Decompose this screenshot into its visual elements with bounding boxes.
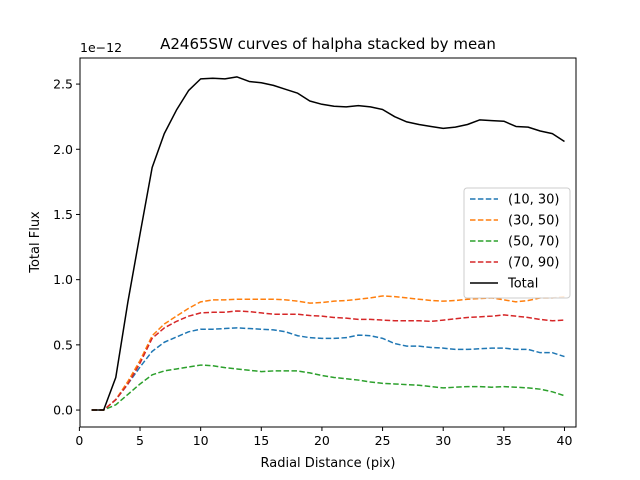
x-tick-label: 25: [375, 433, 391, 448]
x-tick-label: 20: [314, 433, 330, 448]
legend-label-4: Total: [507, 277, 538, 292]
x-tick-label: 15: [253, 433, 269, 448]
x-tick-label: 10: [193, 433, 209, 448]
legend-label-3: (70, 90): [508, 256, 560, 271]
x-axis: 0 5 10 15 20 25 30 35 40: [75, 427, 572, 448]
y-axis: 0.0 0.5 1.0 1.5 2.0 2.5: [53, 77, 80, 418]
y-tick-label: 0.0: [53, 403, 73, 418]
series-line-4: [91, 76, 565, 411]
y-tick-label: 0.5: [53, 337, 73, 352]
y-offset-text: 1e−12: [80, 40, 122, 55]
axes-frame: [79, 57, 577, 428]
y-tick-label: 2.0: [53, 142, 73, 157]
series-line-2: [91, 364, 565, 411]
legend-label-2: (50, 70): [508, 235, 560, 250]
x-tick-label: 0: [75, 433, 83, 448]
chart-title: A2465SW curves of halpha stacked by mean: [160, 35, 496, 53]
plot-area: 0 5 10 15 20 25 30 35 40 0.0 0.5 1.0 1.5 2.0 2.5: [53, 57, 577, 448]
legend-label-0: (10, 30): [508, 193, 560, 208]
x-tick-label: 30: [435, 433, 451, 448]
x-tick-label: 40: [557, 433, 573, 448]
legend-label-1: (30, 50): [508, 214, 560, 229]
legend-box: [463, 187, 571, 299]
x-axis-label: Radial Distance (pix): [261, 456, 396, 471]
legend-entries: (10, 30) (30, 50) (50, 70) (70, 90) Total: [470, 193, 560, 292]
y-tick-label: 1.0: [53, 272, 73, 287]
legend: (10, 30) (30, 50) (50, 70) (70, 90) Total: [463, 187, 571, 299]
series-line-3: [91, 310, 565, 411]
x-tick-label: 35: [496, 433, 512, 448]
y-tick-label: 1.5: [53, 207, 73, 222]
x-tick-label: 5: [136, 433, 144, 448]
y-axis-label: Total Flux: [28, 211, 43, 274]
series-line-0: [91, 327, 565, 411]
y-tick-label: 2.5: [53, 77, 73, 92]
